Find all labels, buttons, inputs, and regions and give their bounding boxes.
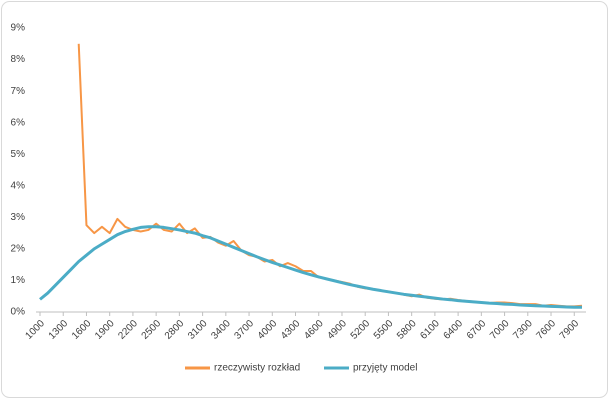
legend-label: przyjęty model bbox=[353, 363, 417, 374]
y-tick-label: 6% bbox=[11, 117, 26, 128]
y-tick-label: 4% bbox=[11, 180, 26, 191]
y-tick-label: 0% bbox=[11, 307, 26, 318]
y-tick-label: 7% bbox=[11, 86, 26, 97]
y-tick-label: 5% bbox=[11, 149, 26, 160]
y-tick-label: 2% bbox=[11, 244, 26, 255]
legend-label: rzeczywisty rozkład bbox=[214, 363, 300, 374]
series-line bbox=[39, 225, 582, 309]
y-tick-label: 8% bbox=[11, 54, 26, 65]
y-tick-label: 9% bbox=[11, 23, 26, 34]
y-tick-label: 3% bbox=[11, 212, 26, 223]
y-tick-label: 1% bbox=[11, 275, 26, 286]
